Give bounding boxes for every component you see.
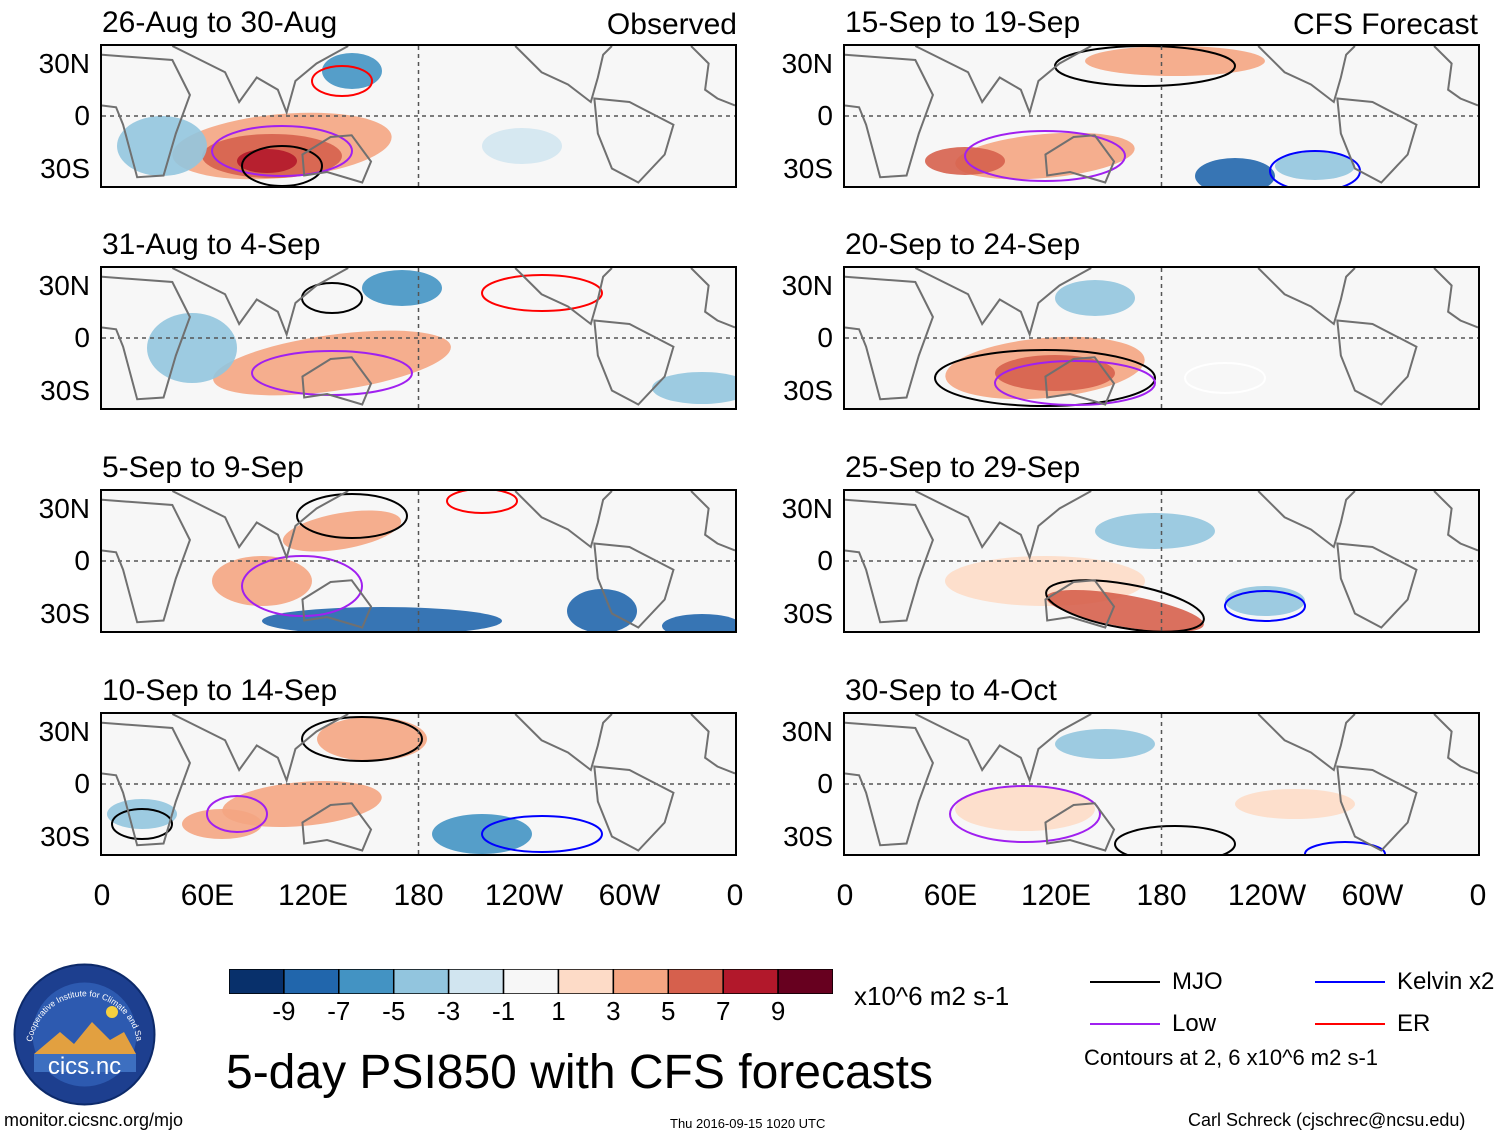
panel-title: 20-Sep to 24-Sep xyxy=(845,228,1081,261)
map-panel xyxy=(843,44,1480,188)
colorbar-tick: -5 xyxy=(382,996,406,1026)
y-axis-label: 30N xyxy=(38,492,90,524)
legend-note: Contours at 2, 6 x10^6 m2 s-1 xyxy=(1084,1045,1379,1070)
x-axis-label: 0 xyxy=(1469,879,1487,912)
forecast-header: CFS Forecast xyxy=(1292,8,1478,41)
map-panel xyxy=(843,489,1480,633)
main-title: 5-day PSI850 with CFS forecasts xyxy=(226,1046,933,1099)
colorbar-swatch xyxy=(283,968,340,995)
colorbar-tick: 3 xyxy=(606,996,621,1026)
y-axis-label: 30N xyxy=(781,492,833,524)
y-axis-label: 0 xyxy=(817,322,833,353)
y-axis-label: 30S xyxy=(40,152,90,184)
panel-title: 26-Aug to 30-Aug xyxy=(102,6,338,39)
y-axis-label: 0 xyxy=(74,322,90,353)
x-axis-label: 120W xyxy=(1227,879,1307,912)
y-axis-label: 30N xyxy=(781,47,833,79)
y-axis-label: 30N xyxy=(38,269,90,301)
x-axis-label: 60W xyxy=(598,879,661,912)
colorbar-swatch xyxy=(557,968,615,995)
map-panel xyxy=(100,44,737,188)
legend-label: Low xyxy=(1172,1010,1217,1037)
panel-title: 15-Sep to 19-Sep xyxy=(845,6,1081,39)
panel-title: 30-Sep to 4-Oct xyxy=(845,674,1057,707)
y-axis-label: 0 xyxy=(817,100,833,131)
map-panel xyxy=(100,712,737,856)
x-axis-label: 0 xyxy=(93,879,111,912)
y-axis-label: 30S xyxy=(40,820,90,852)
panel-title: 10-Sep to 14-Sep xyxy=(102,674,338,707)
y-axis-label: 30S xyxy=(783,152,833,184)
colorbar-tick: 7 xyxy=(715,996,731,1026)
y-axis-label: 30S xyxy=(783,374,833,406)
y-axis-label: 0 xyxy=(74,545,90,576)
y-axis-label: 30S xyxy=(40,374,90,406)
colorbar-swatch xyxy=(777,968,834,995)
logo-text: cics.nc xyxy=(48,1053,121,1080)
x-axis-label: 120E xyxy=(277,879,349,912)
y-axis-label: 30S xyxy=(783,597,833,629)
footer-url: monitor.cicsnc.org/mjo xyxy=(4,1110,184,1130)
y-axis-label: 0 xyxy=(74,100,90,131)
x-axis-label: 180 xyxy=(393,879,444,912)
observed-header: Observed xyxy=(606,8,737,41)
x-axis-label: 120W xyxy=(484,879,564,912)
colorbar xyxy=(228,968,834,995)
colorbar-swatch xyxy=(502,968,560,995)
y-axis-label: 30S xyxy=(40,597,90,629)
x-axis-label: 0 xyxy=(726,879,744,912)
legend-label: ER xyxy=(1397,1010,1431,1037)
map-panel xyxy=(100,489,737,633)
legend-swatch xyxy=(1315,1023,1385,1025)
colorbar-tick: 5 xyxy=(661,996,676,1026)
x-axis-label: 180 xyxy=(1136,879,1187,912)
y-axis-label: 30N xyxy=(781,269,833,301)
colorbar-units: x10^6 m2 s-1 xyxy=(854,981,1010,1011)
legend-label: Kelvin x2 xyxy=(1397,968,1495,995)
colorbar-swatch xyxy=(228,968,285,995)
legend-swatch xyxy=(1090,981,1160,983)
colorbar-swatch xyxy=(392,968,450,995)
colorbar-tick: 9 xyxy=(770,996,786,1026)
x-axis-label: 60E xyxy=(923,879,978,912)
x-axis-label: 60E xyxy=(180,879,235,912)
colorbar-swatch xyxy=(722,968,779,995)
footer-timestamp: Thu 2016-09-15 1020 UTC xyxy=(670,1116,826,1131)
legend-label: MJO xyxy=(1172,968,1223,995)
footer-author: Carl Schreck (cjschrec@ncsu.edu) xyxy=(1188,1110,1466,1130)
y-axis-label: 30N xyxy=(781,715,833,747)
colorbar-tick: 1 xyxy=(551,996,566,1026)
colorbar-tick: -1 xyxy=(491,996,516,1026)
panel-title: 25-Sep to 29-Sep xyxy=(845,451,1081,484)
cics-logo: cics.nc Cooperative Institute for Climat… xyxy=(10,954,157,1107)
panel-title: 5-Sep to 9-Sep xyxy=(102,451,304,484)
colorbar-swatch xyxy=(338,968,395,995)
colorbar-tick: -9 xyxy=(272,996,296,1026)
y-axis-label: 30N xyxy=(38,715,90,747)
colorbar-swatch xyxy=(612,968,670,995)
x-axis-label: 120E xyxy=(1020,879,1092,912)
y-axis-label: 0 xyxy=(817,545,833,576)
y-axis-label: 0 xyxy=(817,768,833,799)
map-panel xyxy=(843,266,1480,410)
colorbar-tick: -3 xyxy=(437,996,461,1026)
map-panel xyxy=(100,266,737,410)
y-axis-label: 0 xyxy=(74,768,90,799)
y-axis-label: 30S xyxy=(783,820,833,852)
legend-swatch xyxy=(1090,1023,1160,1025)
x-axis-label: 0 xyxy=(836,879,854,912)
colorbar-swatch xyxy=(447,968,505,995)
colorbar-tick: -7 xyxy=(327,996,351,1026)
legend-swatch xyxy=(1315,981,1385,983)
map-panel xyxy=(843,712,1480,856)
panel-title: 31-Aug to 4-Sep xyxy=(102,228,321,261)
y-axis-label: 30N xyxy=(38,47,90,79)
colorbar-swatch xyxy=(667,968,724,995)
x-axis-label: 60W xyxy=(1341,879,1404,912)
